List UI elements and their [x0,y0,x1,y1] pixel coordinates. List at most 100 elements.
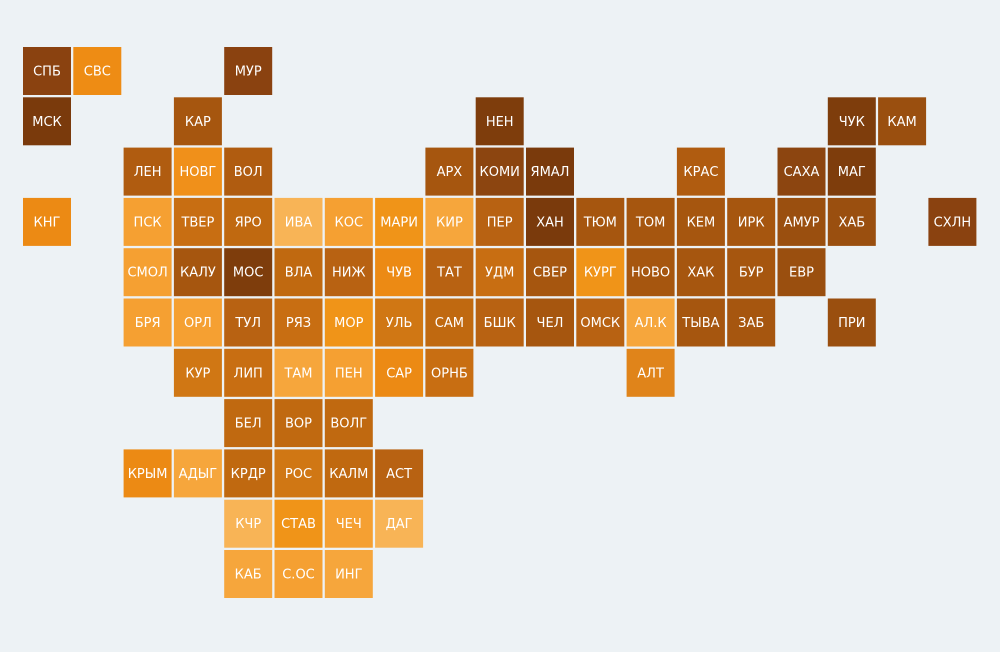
region-tile[interactable]: САХА [777,147,826,196]
region-tile[interactable]: ЛЕН [123,147,172,196]
region-tile[interactable]: КАМ [878,97,927,146]
region-tile[interactable]: ДАГ [375,499,424,548]
tile-fill [526,147,574,196]
region-tile[interactable]: ПЕР [475,197,524,246]
region-tile[interactable]: ОРНБ [425,348,474,397]
tile-label: АЛТ [637,366,664,381]
region-tile[interactable]: МСК [23,97,71,146]
region-tile[interactable]: КРЫМ [123,449,172,498]
region-tile[interactable]: КУРГ [576,248,625,297]
region-tile[interactable]: МУР [224,47,273,95]
region-tile[interactable]: АЛТ [626,348,675,397]
region-tile[interactable]: БШК [475,298,524,347]
region-tile[interactable]: ОРЛ [173,298,222,347]
tile-fill [375,348,424,397]
region-tile[interactable]: ВОР [274,399,323,448]
region-tile[interactable]: ВЛА [274,248,323,297]
region-tile[interactable]: НОВГ [173,147,222,196]
region-tile[interactable]: УЛЬ [375,298,424,347]
region-tile[interactable]: КЧР [224,499,273,548]
region-tile[interactable]: ЧЕЛ [526,298,574,347]
region-tile[interactable]: ЯМАЛ [526,147,574,196]
region-tile[interactable]: НИЖ [324,248,373,297]
region-tile[interactable]: СВЕР [526,248,574,297]
region-tile[interactable]: КЕМ [676,197,725,246]
region-tile[interactable]: ЗАБ [727,298,776,347]
region-tile[interactable]: ВОЛГ [324,399,373,448]
region-tile[interactable]: РОС [274,449,323,498]
region-tile[interactable]: ПСК [123,197,172,246]
tile-label: ЛИП [234,366,263,381]
region-tile[interactable]: АРХ [425,147,474,196]
tile-label: КАЛМ [329,467,368,482]
region-tile[interactable]: ВОЛ [224,147,273,196]
tile-fill [173,197,222,246]
tile-fill [526,248,574,297]
region-tile[interactable]: ОМСК [576,298,625,347]
region-tile[interactable]: СВС [73,47,122,95]
region-tile[interactable]: С.ОС [274,550,323,598]
region-tile[interactable]: ЧУВ [375,248,424,297]
region-tile[interactable]: БУР [727,248,776,297]
region-tile[interactable]: ЧЕЧ [324,499,373,548]
region-tile[interactable]: КОМИ [475,147,524,196]
region-tile[interactable]: КАР [173,97,222,146]
region-tile[interactable]: КАЛМ [324,449,373,498]
region-tile[interactable]: НЕН [475,97,524,146]
tile-fill [224,399,273,448]
region-tile[interactable]: ТАМ [274,348,323,397]
region-tile[interactable]: МОС [224,248,273,297]
region-tile[interactable]: НОВО [626,248,675,297]
region-tile[interactable]: ПРИ [827,298,876,347]
region-tile[interactable]: ИНГ [324,550,373,598]
region-tile[interactable]: КНГ [23,197,71,246]
tile-fill [324,348,373,397]
region-tile[interactable]: КИР [425,197,474,246]
region-tile[interactable]: АДЫГ [173,449,222,498]
region-tile[interactable]: ЯРО [224,197,273,246]
region-tile[interactable]: ХАН [526,197,574,246]
region-tile[interactable]: СПБ [23,47,71,95]
region-tile[interactable]: САМ [425,298,474,347]
region-tile[interactable]: КРАС [676,147,725,196]
region-tile[interactable]: ЕВР [777,248,826,297]
region-tile[interactable]: БЕЛ [224,399,273,448]
region-tile[interactable]: КУР [173,348,222,397]
region-tile[interactable]: ТУЛ [224,298,273,347]
region-tile[interactable]: ТОМ [626,197,675,246]
tile-fill [324,399,373,448]
region-tile[interactable]: КАЛУ [173,248,222,297]
region-tile[interactable]: ТАТ [425,248,474,297]
tile-fill [123,449,172,498]
region-tile[interactable]: ХАБ [827,197,876,246]
region-tile[interactable]: АМУР [777,197,826,246]
region-tile[interactable]: ТЮМ [576,197,625,246]
region-tile[interactable]: САР [375,348,424,397]
region-tile[interactable]: БРЯ [123,298,172,347]
region-tile[interactable]: СМОЛ [123,248,172,297]
tile-fill [224,147,273,196]
region-tile[interactable]: МАРИ [375,197,424,246]
region-tile[interactable]: КРДР [224,449,273,498]
region-tile[interactable]: ТВЕР [173,197,222,246]
region-tile[interactable]: ИРК [727,197,776,246]
region-tile[interactable]: РЯЗ [274,298,323,347]
region-tile[interactable]: КОС [324,197,373,246]
region-tile[interactable]: ИВА [274,197,323,246]
region-tile[interactable]: АСТ [375,449,424,498]
tile-fill [475,248,524,297]
region-tile[interactable]: МОР [324,298,373,347]
region-tile[interactable]: ТЫВА [676,298,725,347]
region-tile[interactable]: ПЕН [324,348,373,397]
region-tile[interactable]: СХЛН [928,197,977,246]
region-tile[interactable]: СТАВ [274,499,323,548]
region-tile[interactable]: ЧУК [827,97,876,146]
region-tile[interactable]: УДМ [475,248,524,297]
region-tile[interactable]: АЛ.К [626,298,675,347]
region-tile[interactable]: ХАК [676,248,725,297]
tile-fill [123,248,172,297]
region-tile[interactable]: КАБ [224,550,273,598]
region-tile[interactable]: МАГ [827,147,876,196]
tile-label: КРЫМ [128,467,168,482]
region-tile[interactable]: ЛИП [224,348,273,397]
